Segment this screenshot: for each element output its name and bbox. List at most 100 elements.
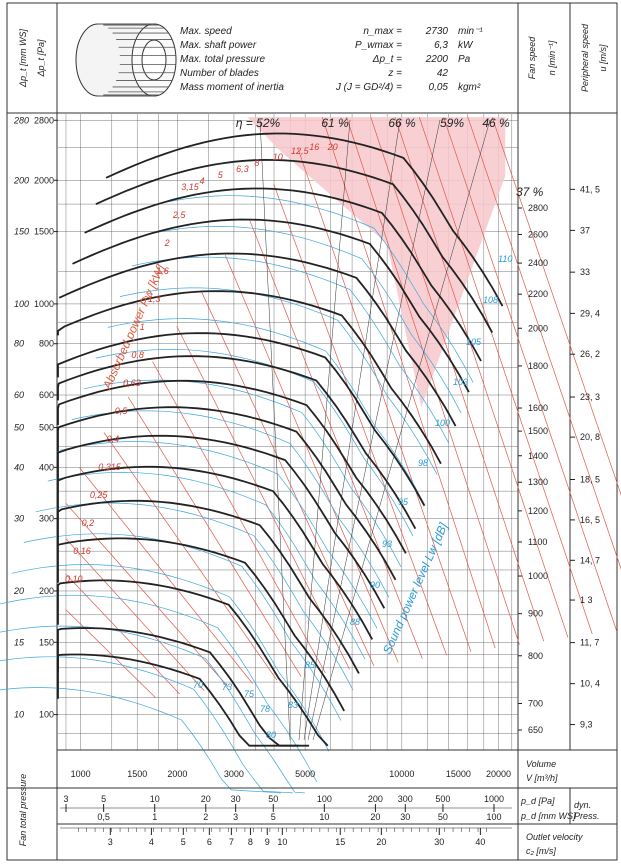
spec-symbol: z =	[387, 68, 402, 79]
delta-pt-pa-label: Δp_t [Pa]	[36, 39, 46, 78]
spec-value: 6,3	[434, 40, 448, 51]
power-label: 0,16	[73, 546, 91, 556]
power-line	[418, 116, 593, 635]
dyn-small-tick-label: 1	[152, 812, 157, 822]
y-tick-label: 600	[39, 390, 54, 400]
sound-line	[83, 379, 402, 567]
overload-zone	[247, 117, 506, 408]
power-label: 20	[327, 142, 338, 152]
sound-label: 100	[435, 418, 450, 428]
y-tick-mm: 50	[14, 423, 24, 433]
speed-tick-label: 800	[528, 651, 543, 661]
power-label: 0,10	[65, 574, 83, 584]
y-tick-label: 300	[39, 514, 54, 524]
power-label: 2,5	[172, 210, 187, 220]
dyn-small-tick-label: 100	[486, 812, 501, 822]
speed-curve	[95, 158, 493, 333]
sound-label: 80	[266, 730, 276, 740]
speed-curve	[57, 332, 426, 507]
dyn-small-tick-label: 30	[400, 812, 410, 822]
efficiency-label: η = 52%	[236, 116, 281, 130]
x-tick-label: 5000	[295, 769, 315, 779]
power-line	[346, 116, 520, 645]
power-label: 8	[254, 158, 259, 168]
spec-label: Max. speed	[180, 26, 232, 37]
sound-label: 70	[193, 680, 203, 690]
peripheral-tick-label: 1 3	[580, 595, 593, 605]
dyn-small-tick-label: 0,5	[97, 812, 110, 822]
vel-tick-label: 7	[229, 837, 234, 847]
spec-symbol: Δp_t =	[372, 54, 402, 65]
efficiency-label: 59%	[440, 116, 464, 130]
speed-tick-label: 2800	[528, 203, 548, 213]
spec-symbol: P_wmax =	[355, 40, 402, 51]
y-tick-mm: 100	[14, 299, 29, 309]
dyn-tick-label: 3	[63, 794, 68, 804]
speed-tick-label: 1500	[528, 426, 548, 436]
vel-tick-label: 40	[475, 837, 485, 847]
power-line	[127, 396, 302, 677]
fan-speed-unit: n [min⁻¹]	[547, 40, 557, 75]
speed-tick-label: 1300	[528, 477, 548, 487]
speed-axis: 650 700 800 900 1000 1100 1200 1300 1400 1500 1600…	[518, 184, 600, 735]
x-axis: 1000 1500 2000 3000 5000 10000 15000 20000	[71, 769, 511, 779]
y-tick-mm: 20	[13, 586, 24, 596]
y-tick-label: 500	[39, 423, 54, 433]
dyn-tick-label: 20	[201, 794, 211, 804]
power-line	[273, 184, 447, 656]
x-tick-label: 15000	[446, 769, 471, 779]
peripheral-tick-label: 9,3	[580, 720, 593, 730]
power-line	[79, 467, 253, 684]
dyn-small-tick-label: 3	[233, 812, 238, 822]
dyn-small-tick-label: 5	[271, 812, 276, 822]
spec-list: Max. speed n_max = 2730 min⁻¹ Max. shaft pow…	[180, 26, 483, 93]
speed-curves	[57, 132, 504, 747]
peripheral-tick-label: 16, 5	[580, 515, 600, 525]
sound-label: 83	[288, 700, 298, 710]
spec-value: 0,05	[429, 82, 449, 93]
speed-curve	[57, 653, 299, 747]
y-tick-mm: 60	[14, 390, 24, 400]
power-line	[65, 538, 205, 691]
y-tick-label: 2000	[34, 175, 54, 185]
power-line	[103, 432, 278, 681]
power-line	[394, 116, 569, 638]
volume-unit: V [m³/h]	[526, 773, 558, 783]
speed-tick-label: 1000	[528, 571, 548, 581]
vel-tick-label: 20	[376, 837, 386, 847]
delta-pt-mm-label: Δp_t [mm WS]	[18, 28, 28, 88]
dyn-tick-label: 50	[268, 794, 278, 804]
spec-symbol: n_max =	[363, 26, 402, 37]
dyn-tick-label: 500	[435, 794, 450, 804]
dyn-tick-label: 200	[368, 794, 383, 804]
power-line	[200, 290, 375, 666]
speed-curve	[57, 537, 345, 712]
speed-tick-label: 1400	[528, 451, 548, 461]
x-tick-label: 1000	[71, 769, 91, 779]
spec-unit: kgm²	[458, 82, 481, 93]
sound-label: 105	[466, 337, 482, 347]
dyn-tick-label: 300	[398, 794, 413, 804]
y-tick-mm: 200	[13, 175, 29, 185]
speed-curve	[57, 379, 407, 554]
y-tick-mm: 80	[14, 339, 24, 349]
sound-line	[107, 318, 426, 506]
speed-tick-label: 650	[528, 725, 543, 735]
power-line	[467, 116, 621, 570]
outlet-velocity-axis: 3 4 5 6 7 8 9 10 15 20 30 40	[60, 827, 512, 847]
dyn-tick-label: 1000	[484, 794, 504, 804]
efficiency-label: 61 %	[321, 116, 349, 130]
power-label: 5	[218, 170, 224, 180]
power-label: 1,6	[156, 266, 169, 276]
vel-tick-label: 8	[248, 837, 253, 847]
spec-label: Max. shaft power	[180, 40, 257, 51]
fan-total-pressure-label: Fan total pressure	[18, 774, 28, 847]
power-line	[249, 219, 423, 659]
efficiency-label: 46 %	[482, 116, 510, 130]
power-label: 0,2	[82, 518, 95, 528]
power-line	[491, 116, 621, 496]
sound-line	[95, 349, 414, 537]
dyn-small-tick-label: 50	[438, 812, 448, 822]
y-tick-label: 1500	[34, 227, 54, 237]
sound-line	[0, 656, 293, 794]
